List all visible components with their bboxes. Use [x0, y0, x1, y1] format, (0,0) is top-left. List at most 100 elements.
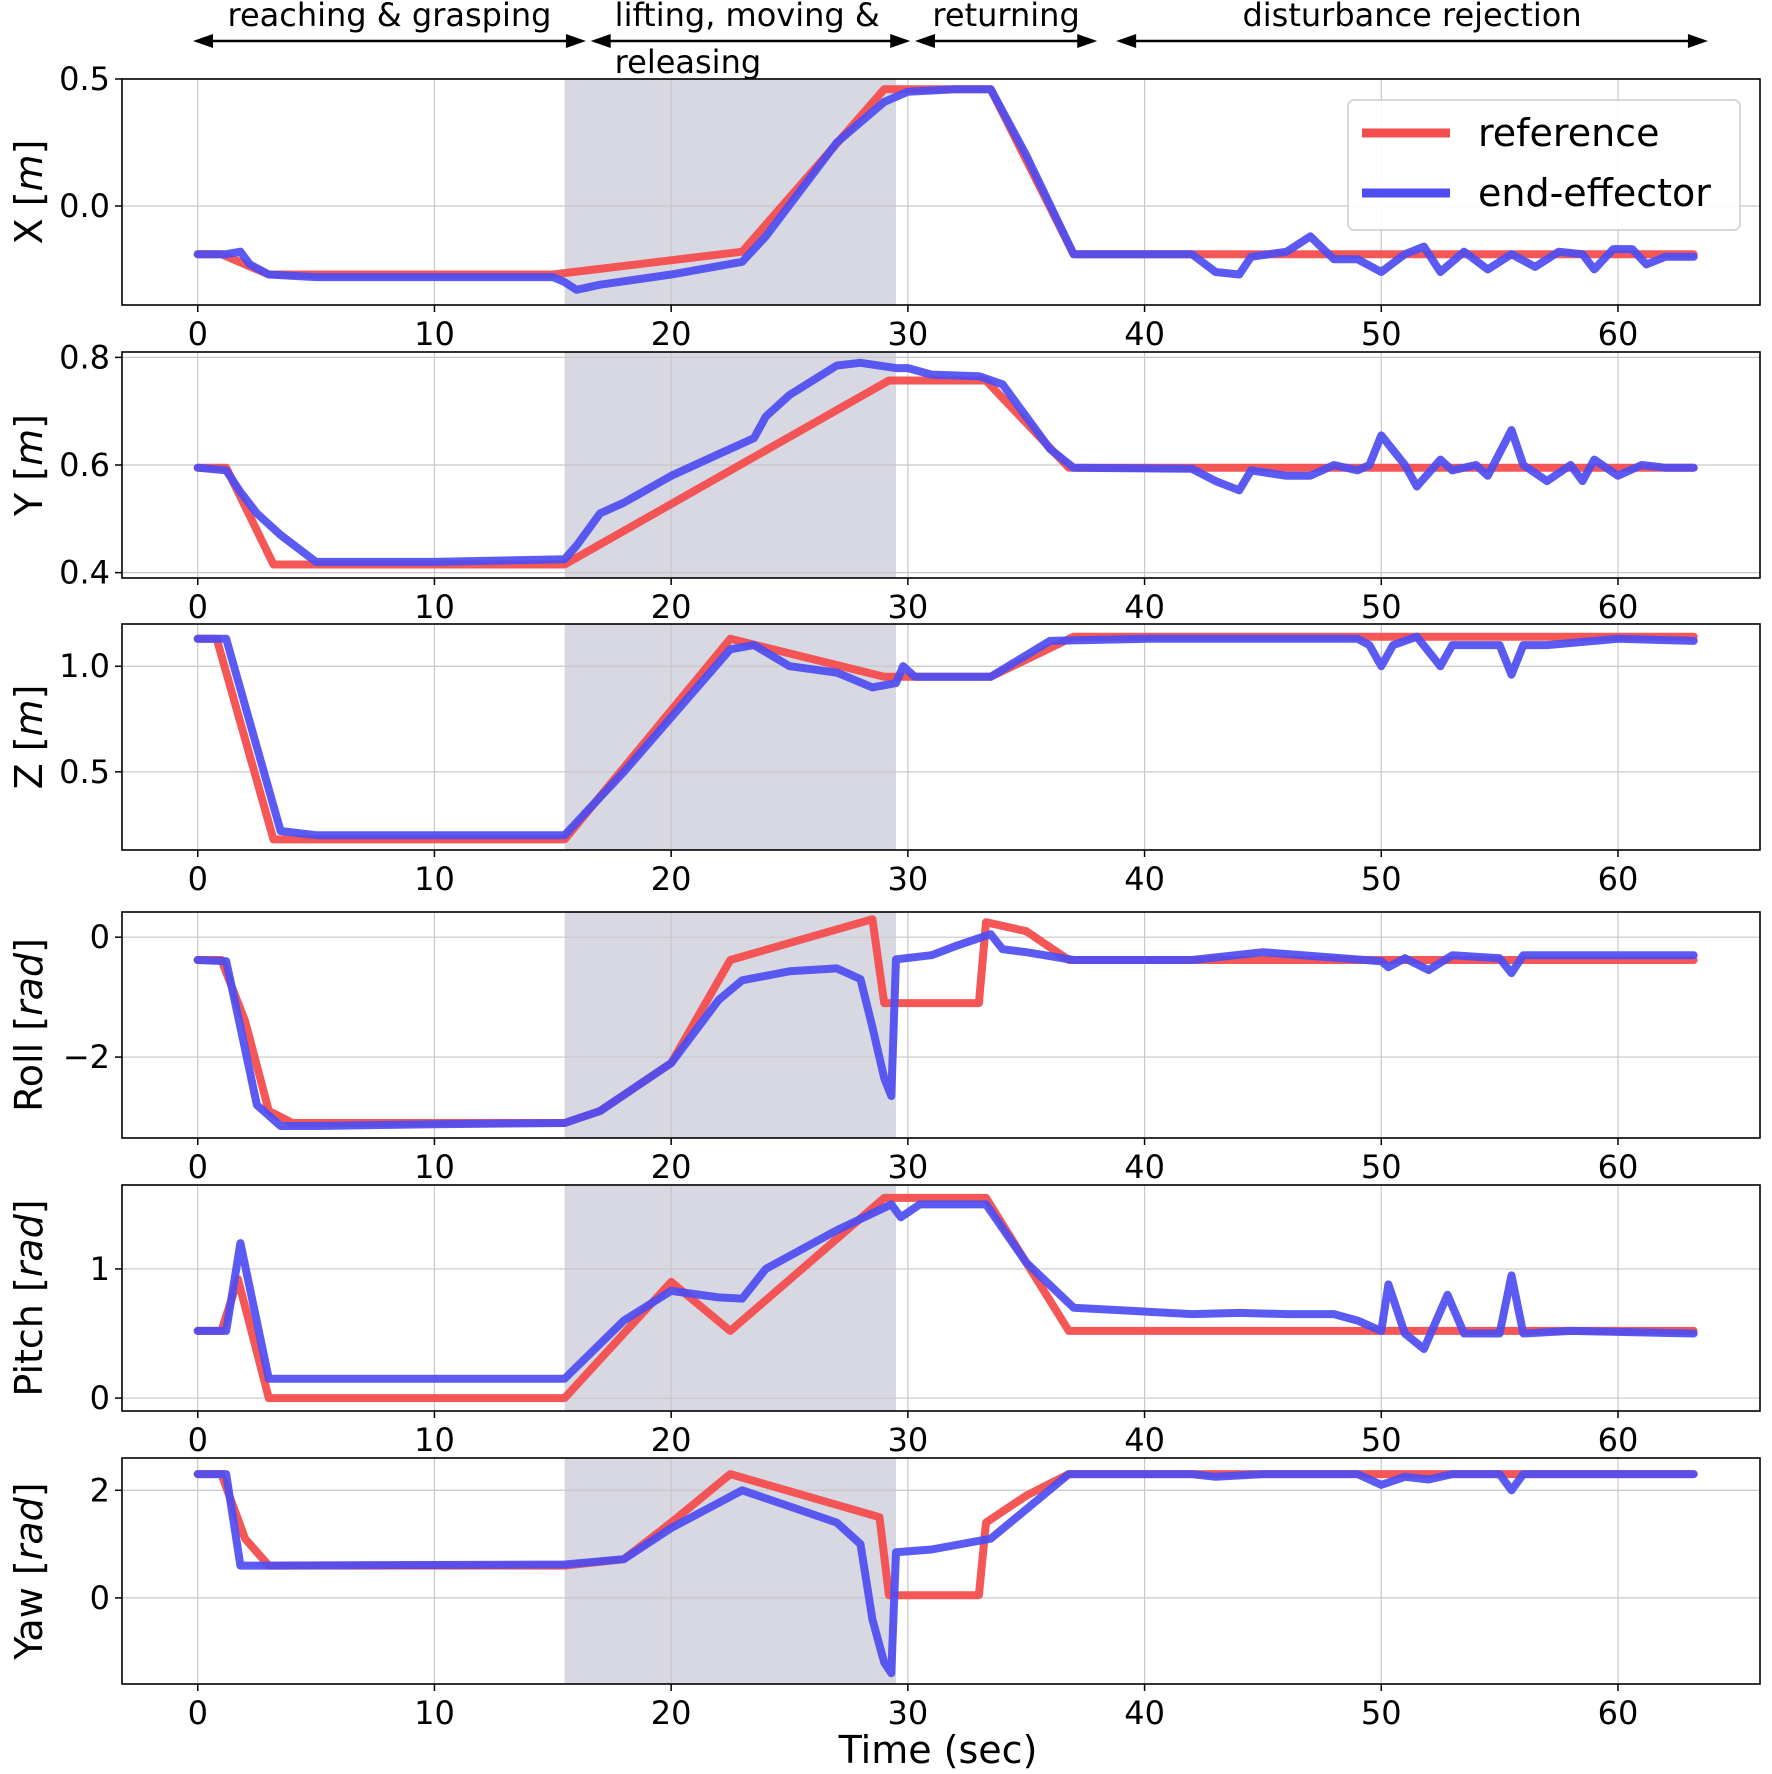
reference-line [193, 632, 1698, 844]
phase-label: lifting, moving & [615, 0, 880, 34]
y-axis-label: X [m] [7, 140, 51, 245]
axes-frame [121, 78, 1761, 306]
y-tick-label: 0 [90, 1579, 110, 1617]
x-tick-label: 60 [1598, 1421, 1639, 1459]
x-tick-label: 0 [188, 1148, 208, 1186]
phase-label: returning [932, 0, 1079, 34]
reference-line [193, 915, 1698, 1127]
y-tick-label: 0.5 [59, 60, 110, 98]
shaded-region [564, 624, 897, 850]
x-tick-label: 20 [651, 1421, 692, 1459]
phase-4: disturbance rejection [1116, 0, 1708, 48]
phase-label: reaching & grasping [228, 0, 552, 34]
x-tick-label: 30 [888, 860, 929, 898]
subplot-4: 0 10 20 30 40 50 60 0 −2 Roll [rad] [7, 911, 1761, 1186]
y-tick-label: 1 [90, 1250, 110, 1288]
x-tick-label: 20 [651, 860, 692, 898]
phase-arrow-head-right [890, 34, 911, 48]
y-axis-label: Y [m] [7, 414, 51, 517]
subplot-1: 0 10 20 30 40 50 60 0.5 0.0X [m] [7, 60, 1761, 353]
reference-line [193, 1470, 1698, 1600]
y-tick-label: 0.6 [59, 446, 110, 484]
axes-frame [121, 351, 1761, 579]
legend-label-end-effector: end-effector [1478, 171, 1711, 215]
end-effector-line [193, 1200, 1698, 1383]
y-axis-label: Yaw [rad] [7, 1482, 51, 1660]
x-tick-label: 20 [651, 315, 692, 353]
phase-arrow-head-left [914, 34, 935, 48]
phase-annotations: reaching & grasping lifting, moving & rele… [193, 0, 1708, 81]
x-tick-label: 0 [188, 588, 208, 626]
reference-line [193, 1193, 1698, 1403]
x-tick-label: 0 [188, 860, 208, 898]
phase-arrow-head-left [193, 34, 214, 48]
phase-3: returning [914, 0, 1098, 48]
x-tick-label: 0 [188, 1694, 208, 1732]
x-tick-label: 20 [651, 1694, 692, 1732]
y-tick-label: 1.0 [59, 647, 110, 685]
y-tick-label: 0.0 [59, 187, 110, 225]
x-tick-label: 30 [888, 1148, 929, 1186]
axes-frame [121, 1457, 1761, 1685]
axes-frame [121, 911, 1761, 1139]
end-effector-line [193, 930, 1698, 1130]
phase-label-line2: releasing [615, 43, 761, 81]
phase-arrow-head-left [1116, 34, 1137, 48]
x-tick-label: 20 [651, 588, 692, 626]
y-tick-label: 0.5 [59, 753, 110, 791]
x-tick-label: 10 [414, 1148, 455, 1186]
x-tick-label: 10 [414, 315, 455, 353]
x-tick-label: 30 [888, 588, 929, 626]
y-tick-label: −2 [63, 1038, 110, 1076]
end-effector-line [193, 632, 1698, 840]
x-tick-label: 60 [1598, 315, 1639, 353]
x-tick-label: 40 [1124, 588, 1165, 626]
x-tick-label: 10 [414, 1421, 455, 1459]
y-axis-label: Roll [rad] [7, 938, 51, 1112]
shaded-region [564, 1458, 897, 1684]
x-tick-label: 0 [188, 315, 208, 353]
x-tick-label: 40 [1124, 1694, 1165, 1732]
legend: reference end-effector [1347, 99, 1741, 231]
end-effector-line [193, 85, 1698, 294]
x-tick-label: 50 [1361, 1148, 1402, 1186]
phase-2: lifting, moving & releasing [590, 0, 911, 81]
x-tick-label: 40 [1124, 1421, 1165, 1459]
subplot-3: 0 10 20 30 40 50 60 1.0 0.5Z [m] [7, 623, 1761, 898]
x-tick-label: 60 [1598, 588, 1639, 626]
x-tick-label: 60 [1598, 860, 1639, 898]
x-tick-label: 10 [414, 1694, 455, 1732]
phase-arrow-head-right [565, 34, 586, 48]
y-tick-label: 0.8 [59, 338, 110, 376]
phase-1: reaching & grasping [193, 0, 586, 48]
reference-line [193, 376, 1698, 569]
x-tick-label: 60 [1598, 1148, 1639, 1186]
axes-frame [121, 1184, 1761, 1412]
x-tick-label: 50 [1361, 860, 1402, 898]
x-tick-label: 40 [1124, 860, 1165, 898]
y-tick-label: 0 [90, 1379, 110, 1417]
x-tick-label: 50 [1361, 315, 1402, 353]
phase-arrow-head-right [1687, 34, 1708, 48]
legend-label-reference: reference [1478, 111, 1659, 155]
x-tick-label: 40 [1124, 1148, 1165, 1186]
x-tick-label: 50 [1361, 1694, 1402, 1732]
x-tick-label: 10 [414, 588, 455, 626]
y-axis-label: Pitch [rad] [7, 1199, 51, 1396]
x-tick-label: 30 [888, 1421, 929, 1459]
phase-arrow-head-right [1077, 34, 1098, 48]
x-tick-label: 50 [1361, 1421, 1402, 1459]
phase-arrow-head-left [590, 34, 611, 48]
y-tick-label: 2 [90, 1471, 110, 1509]
x-tick-label: 0 [188, 1421, 208, 1459]
end-effector-line [193, 358, 1698, 566]
y-tick-label: 0 [90, 918, 110, 956]
subplot-2: 0 10 20 30 40 50 60 0.8 0.6 0.4Y [m] [7, 338, 1761, 626]
x-tick-label: 30 [888, 315, 929, 353]
subplots: 0 10 20 30 40 50 600.50.0X [m]0 10 20 30 40 50 600.8… [7, 60, 1761, 1732]
x-tick-label: 30 [888, 1694, 929, 1732]
x-tick-label: 20 [651, 1148, 692, 1186]
